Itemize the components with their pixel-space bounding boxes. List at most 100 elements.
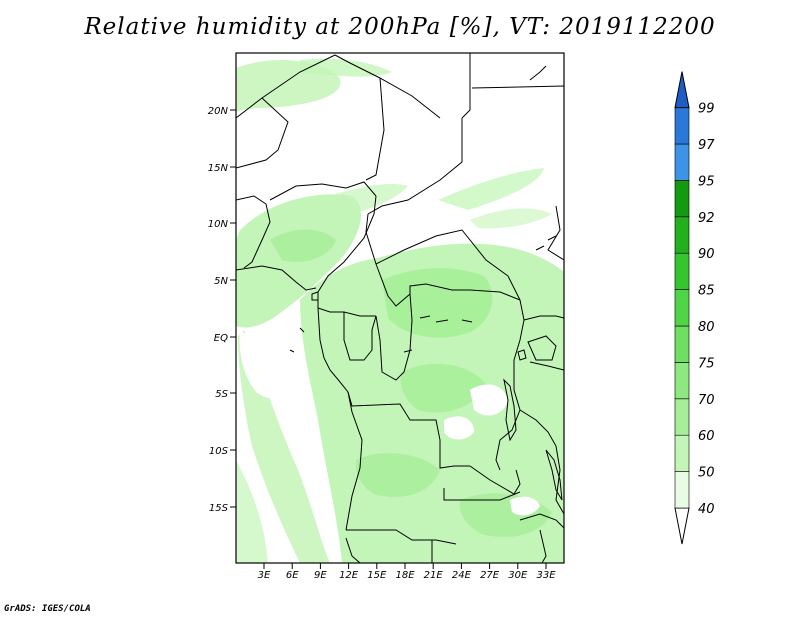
dry-patch: [510, 496, 540, 516]
dry-patch: [239, 330, 300, 399]
border-line: [471, 85, 564, 89]
colorbar-label: 60: [698, 429, 715, 444]
border-line: [527, 335, 557, 361]
colorbar-label: 92: [698, 211, 715, 226]
border-line: [347, 391, 470, 469]
border-line: [236, 265, 317, 291]
colorbar-label: 50: [698, 466, 715, 481]
border-line: [375, 229, 509, 277]
border-line: [529, 65, 547, 81]
colorbar-label: 99: [698, 102, 715, 117]
border-line: [519, 409, 564, 515]
border-line: [519, 513, 564, 529]
humidity-patch: [236, 460, 268, 563]
lat-tick-label: 15N: [208, 163, 229, 174]
lat-tick-label: EQ: [214, 333, 228, 344]
border-line: [236, 195, 271, 269]
colorbar-label: 97: [698, 138, 715, 153]
border-line: [545, 449, 563, 501]
map-title: Relative humidity at 200hPa [%], VT: 201…: [84, 14, 716, 40]
colorbar-lower-extension: [674, 507, 690, 545]
border-line: [461, 53, 471, 119]
border-line: [311, 291, 319, 301]
humidity-shading: [236, 58, 564, 563]
border-line: [346, 529, 457, 545]
colorbar-label: 80: [698, 320, 715, 335]
humidity-patch: [470, 208, 552, 229]
lon-tick-label: 18E: [395, 570, 415, 581]
border-line: [289, 327, 413, 353]
lat-tick-label: 10S: [209, 446, 229, 457]
colorbar-segment: [674, 289, 690, 327]
border-line: [495, 360, 521, 471]
plot-frame: [235, 52, 565, 564]
colorbar-segment: [674, 362, 690, 400]
lat-tick-label: 5S: [215, 389, 228, 400]
colorbar-segment: [674, 143, 690, 181]
border-line: [443, 488, 521, 501]
border-line: [409, 283, 521, 301]
lon-tick-label: 3E: [258, 570, 271, 581]
colorbar-label: 95: [698, 174, 715, 189]
border-line: [523, 315, 564, 321]
border-line: [517, 349, 527, 361]
lon-tick-label: 6E: [286, 570, 299, 581]
lat-tick-label: 20N: [208, 106, 229, 117]
colorbar: 40 50 60 70 75 80 85 90 92 95 97 99: [674, 71, 715, 545]
border-line: [317, 195, 377, 293]
colorbar-segment: [674, 434, 690, 472]
humidity-patch: [355, 453, 440, 497]
border-line: [269, 181, 377, 201]
border-line: [236, 97, 289, 169]
lat-tick-label: 15S: [209, 503, 229, 514]
lon-tick-label: 12E: [339, 570, 359, 581]
lon-tick-label: 15E: [367, 570, 387, 581]
lon-tick-label: 9E: [314, 570, 327, 581]
lon-tick-label: 30E: [508, 570, 528, 581]
colorbar-label: 90: [698, 247, 715, 262]
colorbar-segment: [674, 325, 690, 363]
border-line: [343, 312, 377, 361]
border-line: [317, 292, 376, 317]
border-line: [535, 235, 557, 251]
border-line: [547, 205, 564, 261]
latitude-axis: 20N 15N 10N 5N EQ 5S 10S 15S: [208, 106, 236, 514]
colorbar-segment: [674, 471, 690, 509]
border-line: [345, 391, 363, 531]
humidity-patch: [400, 363, 486, 413]
dry-patch: [470, 384, 508, 416]
border-line: [345, 537, 361, 563]
border-line: [503, 378, 517, 442]
border-line: [236, 54, 336, 119]
border-line: [539, 529, 547, 563]
dry-patch: [444, 416, 474, 440]
longitude-axis: 3E 6E 9E 12E 15E 18E 21E 24E 27E 30E 33E: [258, 563, 556, 581]
humidity-patch: [270, 229, 336, 262]
colorbar-segment: [674, 180, 690, 218]
border-line: [419, 315, 473, 323]
colorbar-label: 75: [698, 356, 715, 371]
colorbar-segment: [674, 252, 690, 290]
country-borders: [236, 53, 564, 563]
colorbar-label: 85: [698, 284, 715, 299]
colorbar-label: 70: [698, 393, 715, 408]
lon-tick-label: 27E: [480, 570, 500, 581]
humidity-patch: [438, 168, 544, 210]
lon-tick-label: 24E: [452, 570, 472, 581]
lat-tick-label: 5N: [214, 276, 228, 287]
border-line: [375, 293, 413, 381]
colorbar-segment: [674, 216, 690, 254]
colorbar-upper-extension: [674, 71, 690, 109]
colorbar-segment: [674, 398, 690, 436]
border-line: [529, 361, 564, 371]
border-line: [367, 118, 463, 215]
colorbar-label: 40: [698, 502, 715, 517]
lon-tick-label: 21E: [424, 570, 444, 581]
border-line: [365, 213, 411, 307]
border-line: [365, 77, 385, 181]
lat-tick-label: 10N: [208, 219, 229, 230]
lon-tick-label: 33E: [536, 570, 556, 581]
border-line: [317, 307, 349, 393]
grads-credit: GrADS: IGES/COLA: [4, 604, 91, 614]
